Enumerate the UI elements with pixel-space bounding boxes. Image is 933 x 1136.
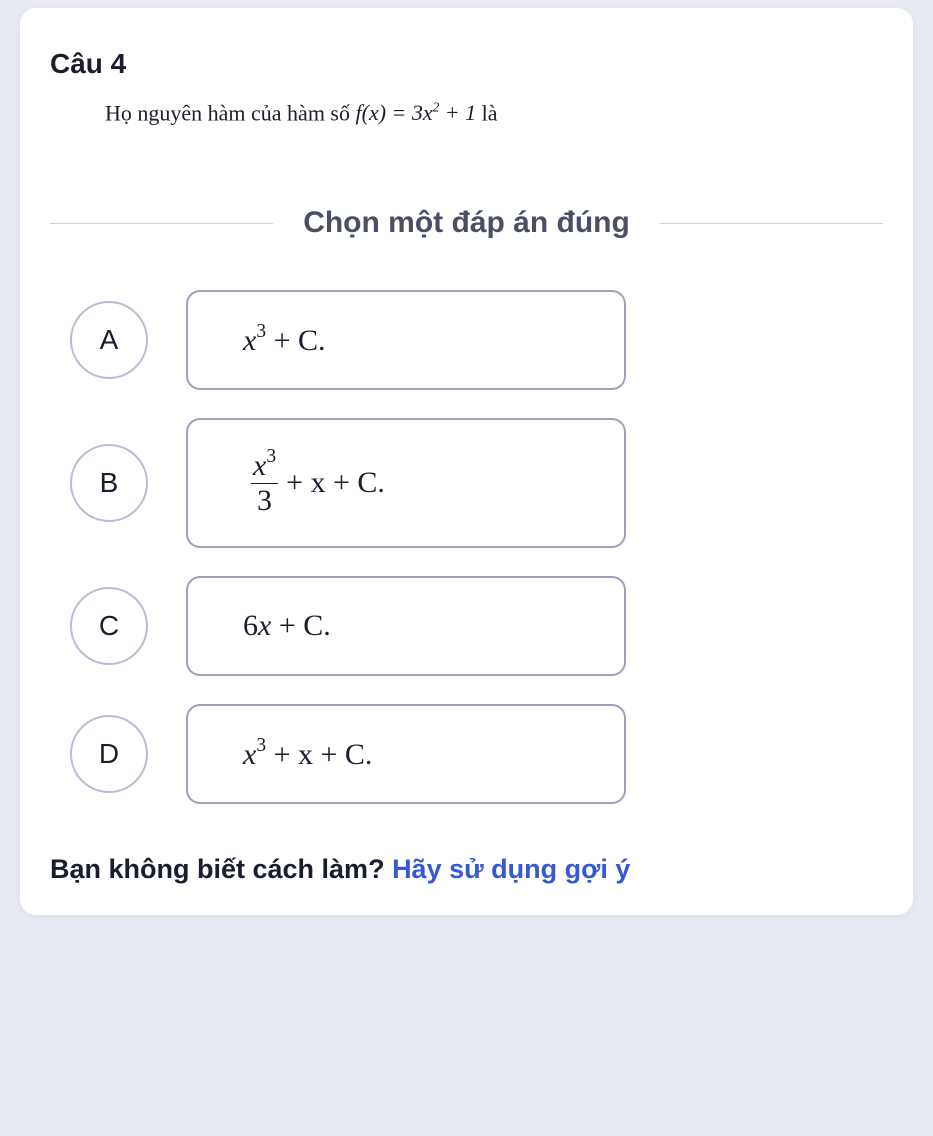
math-plus-x-c: + x + C. xyxy=(286,466,385,500)
answer-row-d: D x3 + x + C. xyxy=(50,704,883,804)
math-plus-c: + C. xyxy=(271,609,330,642)
divider-left xyxy=(50,223,273,224)
math-exp3: 3 xyxy=(256,735,266,756)
answer-box-a[interactable]: x3 + C. xyxy=(186,290,626,390)
answer-row-c: C 6x + C. xyxy=(50,576,883,676)
hint-link[interactable]: Hãy sử dụng gợi ý xyxy=(392,854,630,884)
math-exp3: 3 xyxy=(256,321,266,342)
math-plus-c: + C. xyxy=(266,324,325,357)
answer-d-math: x3 + x + C. xyxy=(243,737,372,772)
math-x: x xyxy=(258,609,271,642)
divider-right xyxy=(660,223,883,224)
math-plus-x-c: + x + C. xyxy=(266,738,372,771)
instruction-text: Chọn một đáp án đúng xyxy=(273,206,660,240)
instruction-row: Chọn một đáp án đúng xyxy=(50,206,883,240)
math-x: x xyxy=(253,449,266,482)
frac-num: x3 xyxy=(247,448,282,483)
answer-letter-b[interactable]: B xyxy=(70,444,148,522)
answer-box-b[interactable]: x3 3 + x + C. xyxy=(186,418,626,548)
footer-text: Bạn không biết cách làm? xyxy=(50,854,392,884)
question-body: Họ nguyên hàm của hàm số f(x) = 3x2 + 1 … xyxy=(105,100,883,126)
answer-a-math: x3 + C. xyxy=(243,323,326,358)
answer-letter-d[interactable]: D xyxy=(70,715,148,793)
question-prefix: Họ nguyên hàm của hàm số xyxy=(105,100,356,125)
answer-box-d[interactable]: x3 + x + C. xyxy=(186,704,626,804)
frac-den: 3 xyxy=(251,483,278,518)
fx-x: x xyxy=(423,100,433,125)
math-exp3: 3 xyxy=(266,446,276,467)
math-x: x xyxy=(243,324,256,357)
answer-row-a: A x3 + C. xyxy=(50,290,883,390)
answer-box-c[interactable]: 6x + C. xyxy=(186,576,626,676)
footer-hint: Bạn không biết cách làm? Hãy sử dụng gợi… xyxy=(50,854,883,885)
question-math: f(x) = 3x2 + 1 xyxy=(356,100,477,125)
answer-c-math: 6x + C. xyxy=(243,609,331,643)
math-six: 6 xyxy=(243,609,258,642)
answer-b-math: x3 3 + x + C. xyxy=(243,448,385,518)
answer-letter-c[interactable]: C xyxy=(70,587,148,665)
answer-letter-a[interactable]: A xyxy=(70,301,148,379)
question-card: Câu 4 Họ nguyên hàm của hàm số f(x) = 3x… xyxy=(20,8,913,915)
question-title: Câu 4 xyxy=(50,48,883,80)
question-suffix: là xyxy=(476,100,497,125)
fx-rest: + 1 xyxy=(439,100,476,125)
fx-paren: (x) xyxy=(362,100,386,125)
math-x: x xyxy=(243,738,256,771)
answer-row-b: B x3 3 + x + C. xyxy=(50,418,883,548)
fx-eq: = 3 xyxy=(386,100,423,125)
fraction: x3 3 xyxy=(247,448,282,518)
